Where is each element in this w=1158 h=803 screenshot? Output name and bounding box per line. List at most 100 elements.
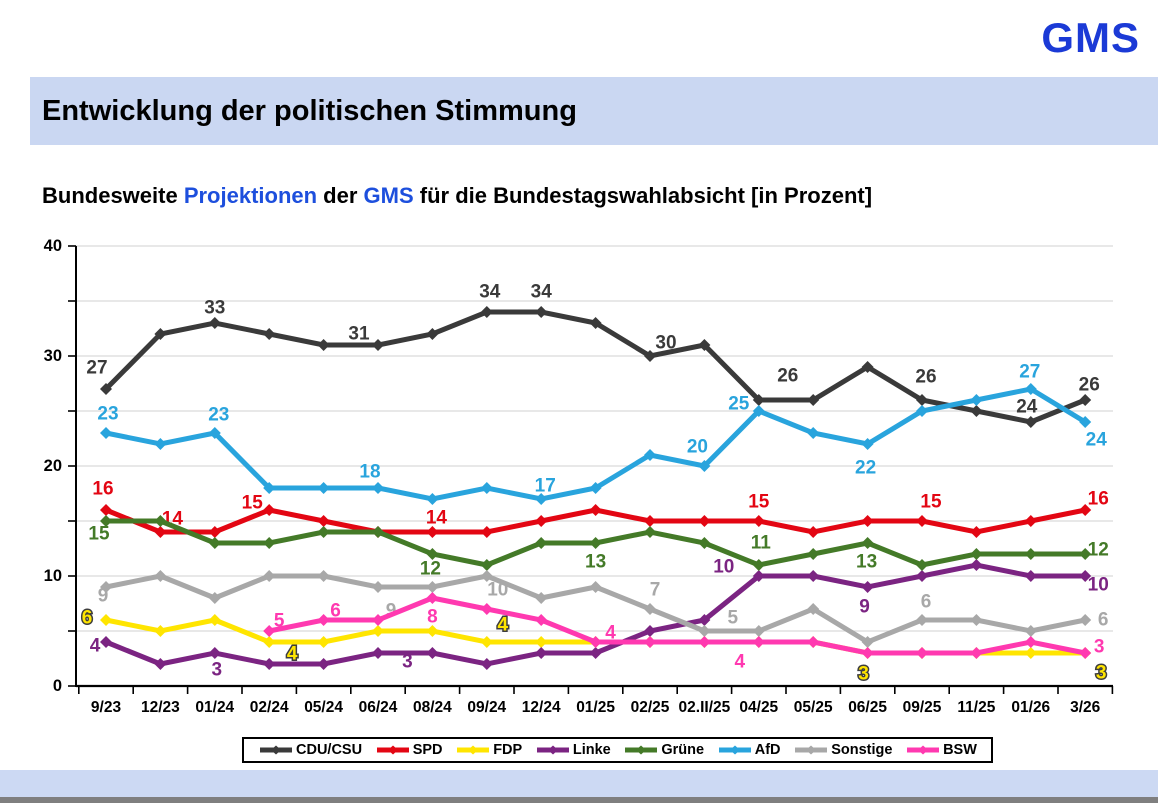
legend-item-BSW: BSW (905, 742, 977, 758)
series-marker-CDU/CSU (426, 328, 439, 340)
x-axis-label: 11/25 (957, 699, 995, 716)
series-marker-SPD (263, 504, 276, 516)
series-marker-BSW (698, 636, 711, 648)
data-label-FDP: 6 (82, 608, 93, 629)
legend-label: Linke (572, 742, 611, 758)
series-marker-AfD (807, 427, 820, 439)
series-marker-Grüne (970, 548, 983, 560)
data-label-Grüne: 11 (751, 533, 772, 554)
x-axis-label: 02/24 (250, 699, 289, 716)
series-marker-Grüne (916, 559, 928, 571)
series-marker-BSW (426, 592, 439, 604)
series-marker-Linke (861, 581, 874, 593)
data-label-CDU/CSU: 30 (655, 333, 676, 354)
series-marker-Linke (535, 647, 548, 659)
legend-item-Sonstige: Sonstige (793, 742, 892, 758)
data-label-CDU/CSU: 33 (204, 298, 225, 319)
series-marker-Sonstige (861, 636, 874, 648)
series-marker-BSW (970, 647, 983, 659)
series-marker-AfD (208, 427, 221, 439)
series-marker-Grüne (154, 515, 167, 527)
series-marker-Linke (208, 647, 221, 659)
series-marker-Sonstige (154, 570, 167, 582)
series-marker-AfD (970, 394, 983, 406)
series-marker-CDU/CSU (535, 306, 548, 318)
data-label-AfD: 24 (1086, 430, 1108, 451)
legend-marker-icon (457, 745, 490, 755)
series-marker-AfD (1024, 383, 1037, 395)
x-axis-label: 04/25 (739, 699, 778, 716)
subtitle-text: Bundesweite (42, 183, 184, 208)
x-axis-label: 9/23 (91, 699, 122, 716)
series-marker-AfD (916, 405, 928, 417)
x-axis-label: 06/25 (848, 699, 887, 716)
series-marker-FDP (154, 625, 167, 637)
series-marker-BSW (263, 625, 276, 637)
y-axis-label: 20 (44, 457, 62, 475)
data-label-FDP: 4 (498, 615, 509, 636)
series-marker-SPD (480, 526, 493, 538)
series-marker-SPD (698, 515, 711, 527)
y-axis-label: 40 (44, 237, 62, 255)
data-label-CDU/CSU: 24 (1016, 397, 1038, 418)
data-label-AfD: 22 (855, 458, 876, 479)
series-marker-SPD (154, 526, 167, 538)
data-label-Sonstige: 7 (650, 580, 661, 601)
series-marker-SPD (970, 526, 983, 538)
data-label-CDU/CSU: 34 (479, 282, 501, 303)
series-marker-BSW (535, 614, 548, 626)
legend-item-Linke: Linke (535, 742, 611, 758)
data-label-Grüne: 15 (88, 524, 110, 545)
series-marker-Sonstige (426, 581, 439, 593)
series-marker-Sonstige (480, 570, 493, 582)
series-marker-SPD (535, 515, 548, 527)
series-marker-FDP (426, 625, 439, 637)
data-label-AfD: 18 (359, 462, 380, 483)
series-marker-FDP (535, 636, 548, 648)
legend-label: CDU/CSU (296, 742, 363, 758)
data-label-AfD: 20 (687, 437, 708, 458)
data-label-Linke: 9 (859, 597, 870, 618)
data-label-BSW: 3 (1094, 637, 1105, 658)
series-marker-Sonstige (698, 625, 711, 637)
series-marker-Linke (752, 570, 765, 582)
series-marker-FDP (480, 636, 493, 648)
data-label-CDU/CSU: 31 (348, 324, 370, 345)
data-label-Grüne: 12 (420, 559, 441, 580)
data-label-Grüne: 13 (585, 552, 606, 573)
series-marker-BSW (807, 636, 820, 648)
series-marker-FDP (1024, 647, 1037, 659)
series-marker-CDU/CSU (208, 317, 221, 329)
series-marker-CDU/CSU (1079, 394, 1092, 406)
series-marker-CDU/CSU (100, 383, 112, 395)
subtitle-text: der (317, 183, 364, 208)
series-marker-CDU/CSU (698, 339, 711, 351)
data-label-FDP: 3 (858, 664, 869, 685)
series-marker-Linke (154, 658, 167, 670)
x-axis-label: 3/26 (1070, 699, 1101, 716)
legend-item-FDP: FDP (455, 742, 522, 758)
legend-item-SPD: SPD (375, 742, 443, 758)
series-marker-AfD (100, 427, 112, 439)
series-marker-CDU/CSU (263, 328, 276, 340)
series-marker-Sonstige (970, 614, 983, 626)
series-marker-AfD (752, 405, 765, 417)
series-marker-SPD (100, 504, 112, 516)
footer-strip (0, 797, 1158, 803)
series-marker-Grüne (807, 548, 820, 560)
series-marker-Sonstige (263, 570, 276, 582)
series-marker-Grüne (1079, 548, 1092, 560)
series-marker-Grüne (208, 537, 221, 549)
subtitle-text: für die Bundestagswahlabsicht [in Prozen… (413, 183, 873, 208)
series-marker-CDU/CSU (861, 361, 874, 373)
series-marker-SPD (426, 526, 439, 538)
data-label-BSW: 5 (274, 611, 285, 632)
series-marker-Sonstige (372, 581, 384, 593)
data-label-AfD: 23 (208, 405, 229, 426)
series-marker-Sonstige (208, 592, 221, 604)
series-marker-Sonstige (1079, 614, 1092, 626)
series-marker-FDP (208, 614, 221, 626)
data-label-AfD: 23 (97, 404, 118, 425)
series-marker-Grüne (698, 537, 711, 549)
